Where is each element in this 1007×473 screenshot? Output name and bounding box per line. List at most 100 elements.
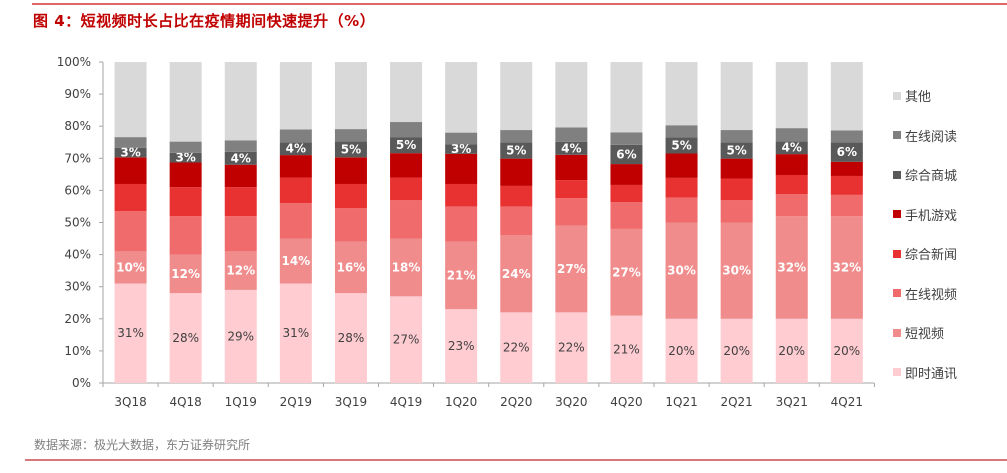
bar-segment-3Q19-即时通讯: [334, 293, 367, 383]
bar-segment-3Q18-手机游戏: [114, 157, 147, 184]
bar-segment-1Q19-在线阅读: [224, 140, 257, 152]
data-label: 12%: [171, 267, 200, 281]
bar-segment-3Q21-综合商城: [775, 141, 808, 155]
bar-segment-2Q19-综合商城: [279, 142, 312, 156]
bar-segment-4Q21-综合新闻: [830, 175, 863, 195]
data-label: 30%: [667, 264, 696, 278]
bar-segment-3Q20-短视频: [555, 225, 588, 313]
bar-segment-1Q21-手机游戏: [665, 153, 698, 178]
bar-segment-3Q20-在线阅读: [555, 127, 588, 142]
y-tick-label: 0%: [72, 376, 91, 390]
bar-segment-4Q20-其他: [610, 62, 643, 133]
bar-segment-1Q20-在线阅读: [445, 132, 478, 145]
bar-segment-2Q19-综合新闻: [279, 177, 312, 204]
bar-segment-4Q18-在线阅读: [169, 141, 202, 153]
legend-swatch: [893, 328, 901, 337]
bar-segment-3Q18-短视频: [114, 251, 147, 284]
legend-label: 短视频: [905, 327, 945, 343]
bar-segment-3Q20-综合新闻: [555, 180, 588, 199]
legend-label: 即时通讯: [905, 366, 958, 382]
x-tick-label: 2Q20: [500, 395, 532, 409]
bar-segment-2Q21-综合商城: [720, 142, 753, 159]
bar-segment-1Q19-短视频: [224, 251, 257, 290]
bar-segment-1Q19-综合商城: [224, 151, 257, 165]
legend-label: 综合新闻: [905, 248, 958, 264]
bar-segment-4Q19-在线阅读: [390, 122, 423, 138]
bar-segment-1Q19-在线视频: [224, 216, 257, 252]
bar-segment-3Q20-手机游戏: [555, 154, 588, 181]
x-tick-label: 4Q20: [610, 395, 642, 409]
bar-segment-3Q21-即时通讯: [775, 318, 808, 383]
bar-segment-2Q19-在线视频: [279, 203, 312, 239]
data-label: 20%: [723, 344, 750, 358]
x-tick-label: 1Q20: [445, 395, 477, 409]
bar-segment-2Q21-综合新闻: [720, 178, 753, 201]
data-label: 3%: [120, 146, 140, 160]
bar-segment-1Q20-即时通讯: [445, 309, 478, 383]
legend-swatch: [893, 210, 901, 219]
bar-segment-3Q21-手机游戏: [775, 154, 808, 175]
data-label: 3%: [451, 142, 471, 156]
bar-segment-4Q19-综合新闻: [390, 177, 423, 201]
legend-item: 在线视频: [893, 274, 957, 314]
bar-segment-4Q20-在线视频: [610, 202, 643, 229]
bar-segment-3Q20-在线视频: [555, 198, 588, 226]
x-tick-label: 4Q19: [390, 395, 422, 409]
bar-segment-2Q19-即时通讯: [279, 283, 312, 383]
bar-segment-1Q19-综合新闻: [224, 187, 257, 217]
bar-segment-3Q21-综合新闻: [775, 174, 808, 195]
x-tick-label: 1Q19: [225, 395, 257, 409]
bar-segment-1Q20-其他: [445, 62, 478, 133]
data-label: 6%: [616, 147, 636, 161]
bar-segment-1Q19-即时通讯: [224, 289, 257, 383]
data-label: 5%: [341, 142, 361, 156]
y-tick-label: 90%: [64, 87, 91, 101]
bar-segment-3Q21-短视频: [775, 216, 808, 319]
bar-segment-2Q21-其他: [720, 62, 753, 131]
legend-item: 即时通讯: [893, 353, 957, 393]
bar-segment-2Q19-短视频: [279, 238, 312, 284]
top-divider: [32, 3, 1007, 5]
bar-segment-1Q19-手机游戏: [224, 164, 257, 188]
legend-item: 手机游戏: [893, 195, 957, 235]
bar-segment-3Q19-其他: [334, 62, 367, 130]
data-label: 28%: [172, 331, 199, 345]
x-tick-label: 3Q20: [555, 395, 587, 409]
bar-segment-3Q19-手机游戏: [334, 157, 367, 184]
x-tick-label: 4Q18: [169, 395, 201, 409]
bar-segment-1Q20-综合新闻: [445, 183, 478, 207]
data-label: 3%: [175, 151, 195, 165]
legend-label: 在线阅读: [905, 129, 958, 145]
bar-segment-4Q18-即时通讯: [169, 293, 202, 383]
legend-item: 其他: [893, 76, 957, 116]
bar-segment-3Q18-即时通讯: [114, 283, 147, 383]
x-tick-label: 2Q21: [720, 395, 752, 409]
data-label: 20%: [834, 344, 861, 358]
y-tick-label: 80%: [64, 119, 91, 133]
bar-segment-4Q20-手机游戏: [610, 164, 643, 185]
data-label: 32%: [777, 260, 806, 274]
legend-swatch: [893, 289, 901, 298]
bar-segment-4Q19-手机游戏: [390, 153, 423, 178]
bar-segment-4Q21-即时通讯: [830, 318, 863, 383]
bar-segment-3Q19-综合新闻: [334, 183, 367, 209]
data-label: 6%: [837, 145, 857, 159]
legend-swatch: [893, 368, 901, 377]
data-label: 4%: [561, 141, 581, 155]
y-tick-label: 60%: [64, 183, 91, 197]
data-label: 20%: [778, 344, 805, 358]
data-label: 18%: [392, 260, 421, 274]
bar-segment-2Q20-即时通讯: [500, 312, 533, 383]
legend-swatch: [893, 91, 901, 100]
bar-segment-4Q19-在线视频: [390, 200, 423, 239]
bar-segment-1Q21-即时通讯: [665, 318, 698, 383]
bar-segment-2Q20-在线视频: [500, 206, 533, 236]
bar-segment-2Q21-手机游戏: [720, 158, 753, 179]
bar-segment-4Q21-其他: [830, 62, 863, 131]
bar-segment-4Q20-综合商城: [610, 144, 643, 165]
bar-segment-2Q20-综合商城: [500, 142, 533, 159]
data-label: 16%: [337, 260, 366, 274]
data-label: 12%: [226, 264, 255, 278]
